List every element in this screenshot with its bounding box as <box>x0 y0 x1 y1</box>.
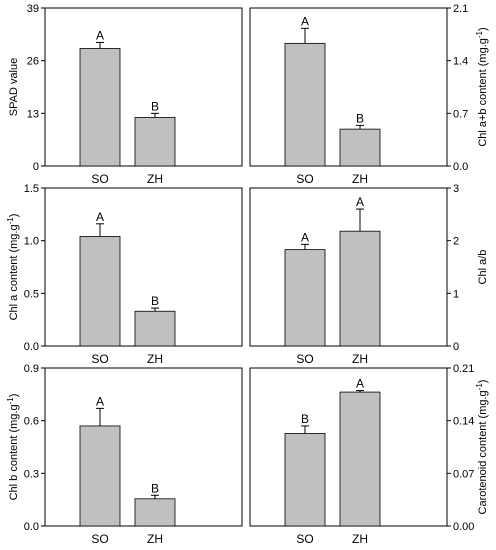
chart-panel-3: 0.0 0.5 1.0 1.5 A SO B ZH Chl a content (mg.g-1) <box>6 183 243 366</box>
y-tick-label: 0 <box>453 341 459 353</box>
bar-so <box>284 249 326 347</box>
significance-letter: B <box>151 294 159 308</box>
y-axis-label-part: Chl a/b <box>477 250 489 285</box>
y-tick-label: 1.5 <box>24 183 39 195</box>
y-axis-label-superscript: -1 <box>475 383 484 391</box>
bar-zh <box>339 391 381 527</box>
bar-so <box>284 42 326 167</box>
x-category-label: SO <box>296 172 313 186</box>
y-axis-label: Chl a content (mg.g-1) <box>6 214 20 321</box>
chart-panel-2: 0.0 0.7 1.4 2.1 A SO B ZH Chl a+b content (mg.g-… <box>249 3 489 186</box>
y-tick-label: 0.7 <box>453 108 468 120</box>
x-category-label: ZH <box>352 352 368 366</box>
bar-zh <box>134 116 176 167</box>
significance-letter: A <box>96 28 104 42</box>
y-axis-label-part: Chl a+b content (mg.g <box>477 38 489 147</box>
y-tick-label: 0.00 <box>453 521 474 533</box>
x-category-label: ZH <box>352 532 368 546</box>
y-tick-label: 2.1 <box>453 3 468 15</box>
x-category-label: SO <box>91 172 108 186</box>
y-tick-label: 0.14 <box>453 416 474 428</box>
x-category-label: SO <box>296 532 313 546</box>
y-axis-label-superscript: -1 <box>6 397 15 405</box>
bar-zh <box>134 310 176 347</box>
y-axis-label-superscript: -1 <box>6 217 15 225</box>
y-tick-label: 2 <box>453 236 459 248</box>
y-axis-label-part: ) <box>477 380 489 384</box>
y-tick-label: 0.3 <box>24 468 39 480</box>
chart-panel-1: 0 13 26 39 A SO B ZH SPAD value <box>8 3 243 186</box>
y-tick-label: 0.07 <box>453 468 474 480</box>
y-axis-label: Chl a+b content (mg.g-1) <box>475 27 489 146</box>
y-axis-label: SPAD value <box>8 58 20 117</box>
y-tick-label: 0.0 <box>24 341 39 353</box>
significance-letter: B <box>301 412 309 426</box>
y-tick-label: 0.0 <box>453 161 468 173</box>
y-tick-label: 0.21 <box>453 363 474 375</box>
y-axis-label-part: ) <box>8 214 20 218</box>
x-category-label: SO <box>91 532 108 546</box>
significance-letter: A <box>96 210 104 224</box>
bar-so <box>79 48 121 167</box>
bar-so <box>79 425 121 527</box>
significance-letter: B <box>151 481 159 495</box>
y-tick-label: 0.5 <box>24 288 39 300</box>
significance-letter: B <box>151 99 159 113</box>
x-category-label: SO <box>296 352 313 366</box>
y-axis-label: Chl b content (mg.g-1) <box>6 394 20 501</box>
y-axis-label-part: ) <box>477 27 489 31</box>
y-axis-label-superscript: -1 <box>475 30 484 38</box>
bar-zh <box>339 230 381 347</box>
y-axis-label-part: Carotenoid content (mg.g <box>477 390 489 514</box>
y-axis-label: Chl a/b <box>477 250 489 285</box>
y-axis-label-part: SPAD value <box>8 58 20 117</box>
y-tick-label: 0.0 <box>24 521 39 533</box>
significance-letter: A <box>301 230 309 244</box>
y-tick-label: 13 <box>27 108 39 120</box>
y-tick-label: 39 <box>27 3 39 15</box>
y-tick-label: 3 <box>453 183 459 195</box>
bar-so <box>79 236 121 347</box>
significance-letter: B <box>356 111 364 125</box>
chart-panel-6: 0.00 0.07 0.14 0.21 B SO A ZH Carotenoid content… <box>249 363 489 546</box>
x-category-label: SO <box>91 352 108 366</box>
x-category-label: ZH <box>147 532 163 546</box>
y-axis-label-part: Chl a content (mg.g <box>8 224 20 320</box>
y-axis-label: Carotenoid content (mg.g-1) <box>475 380 489 515</box>
y-tick-label: 0 <box>33 161 39 173</box>
bar-zh <box>134 498 176 527</box>
y-tick-label: 26 <box>27 56 39 68</box>
chart-panel-4: 0 1 2 3 A SO A ZH Chl a/b <box>249 183 489 366</box>
x-category-label: ZH <box>147 172 163 186</box>
x-category-label: ZH <box>147 352 163 366</box>
significance-letter: A <box>356 377 364 391</box>
bar-zh <box>339 128 381 167</box>
significance-letter: A <box>301 14 309 28</box>
y-tick-label: 0.6 <box>24 416 39 428</box>
y-axis-label-part: ) <box>8 394 20 398</box>
y-axis-label-part: Chl b content (mg.g <box>8 404 20 500</box>
bar-so <box>284 433 326 527</box>
chart-panel-5: 0.0 0.3 0.6 0.9 A SO B ZH Chl b content (mg.g-1) <box>6 363 243 546</box>
y-tick-label: 0.9 <box>24 363 39 375</box>
significance-letter: A <box>356 195 364 209</box>
significance-letter: A <box>96 394 104 408</box>
y-tick-label: 1.4 <box>453 56 468 68</box>
y-tick-label: 1 <box>453 288 459 300</box>
x-category-label: ZH <box>352 172 368 186</box>
y-tick-label: 1.0 <box>24 236 39 248</box>
